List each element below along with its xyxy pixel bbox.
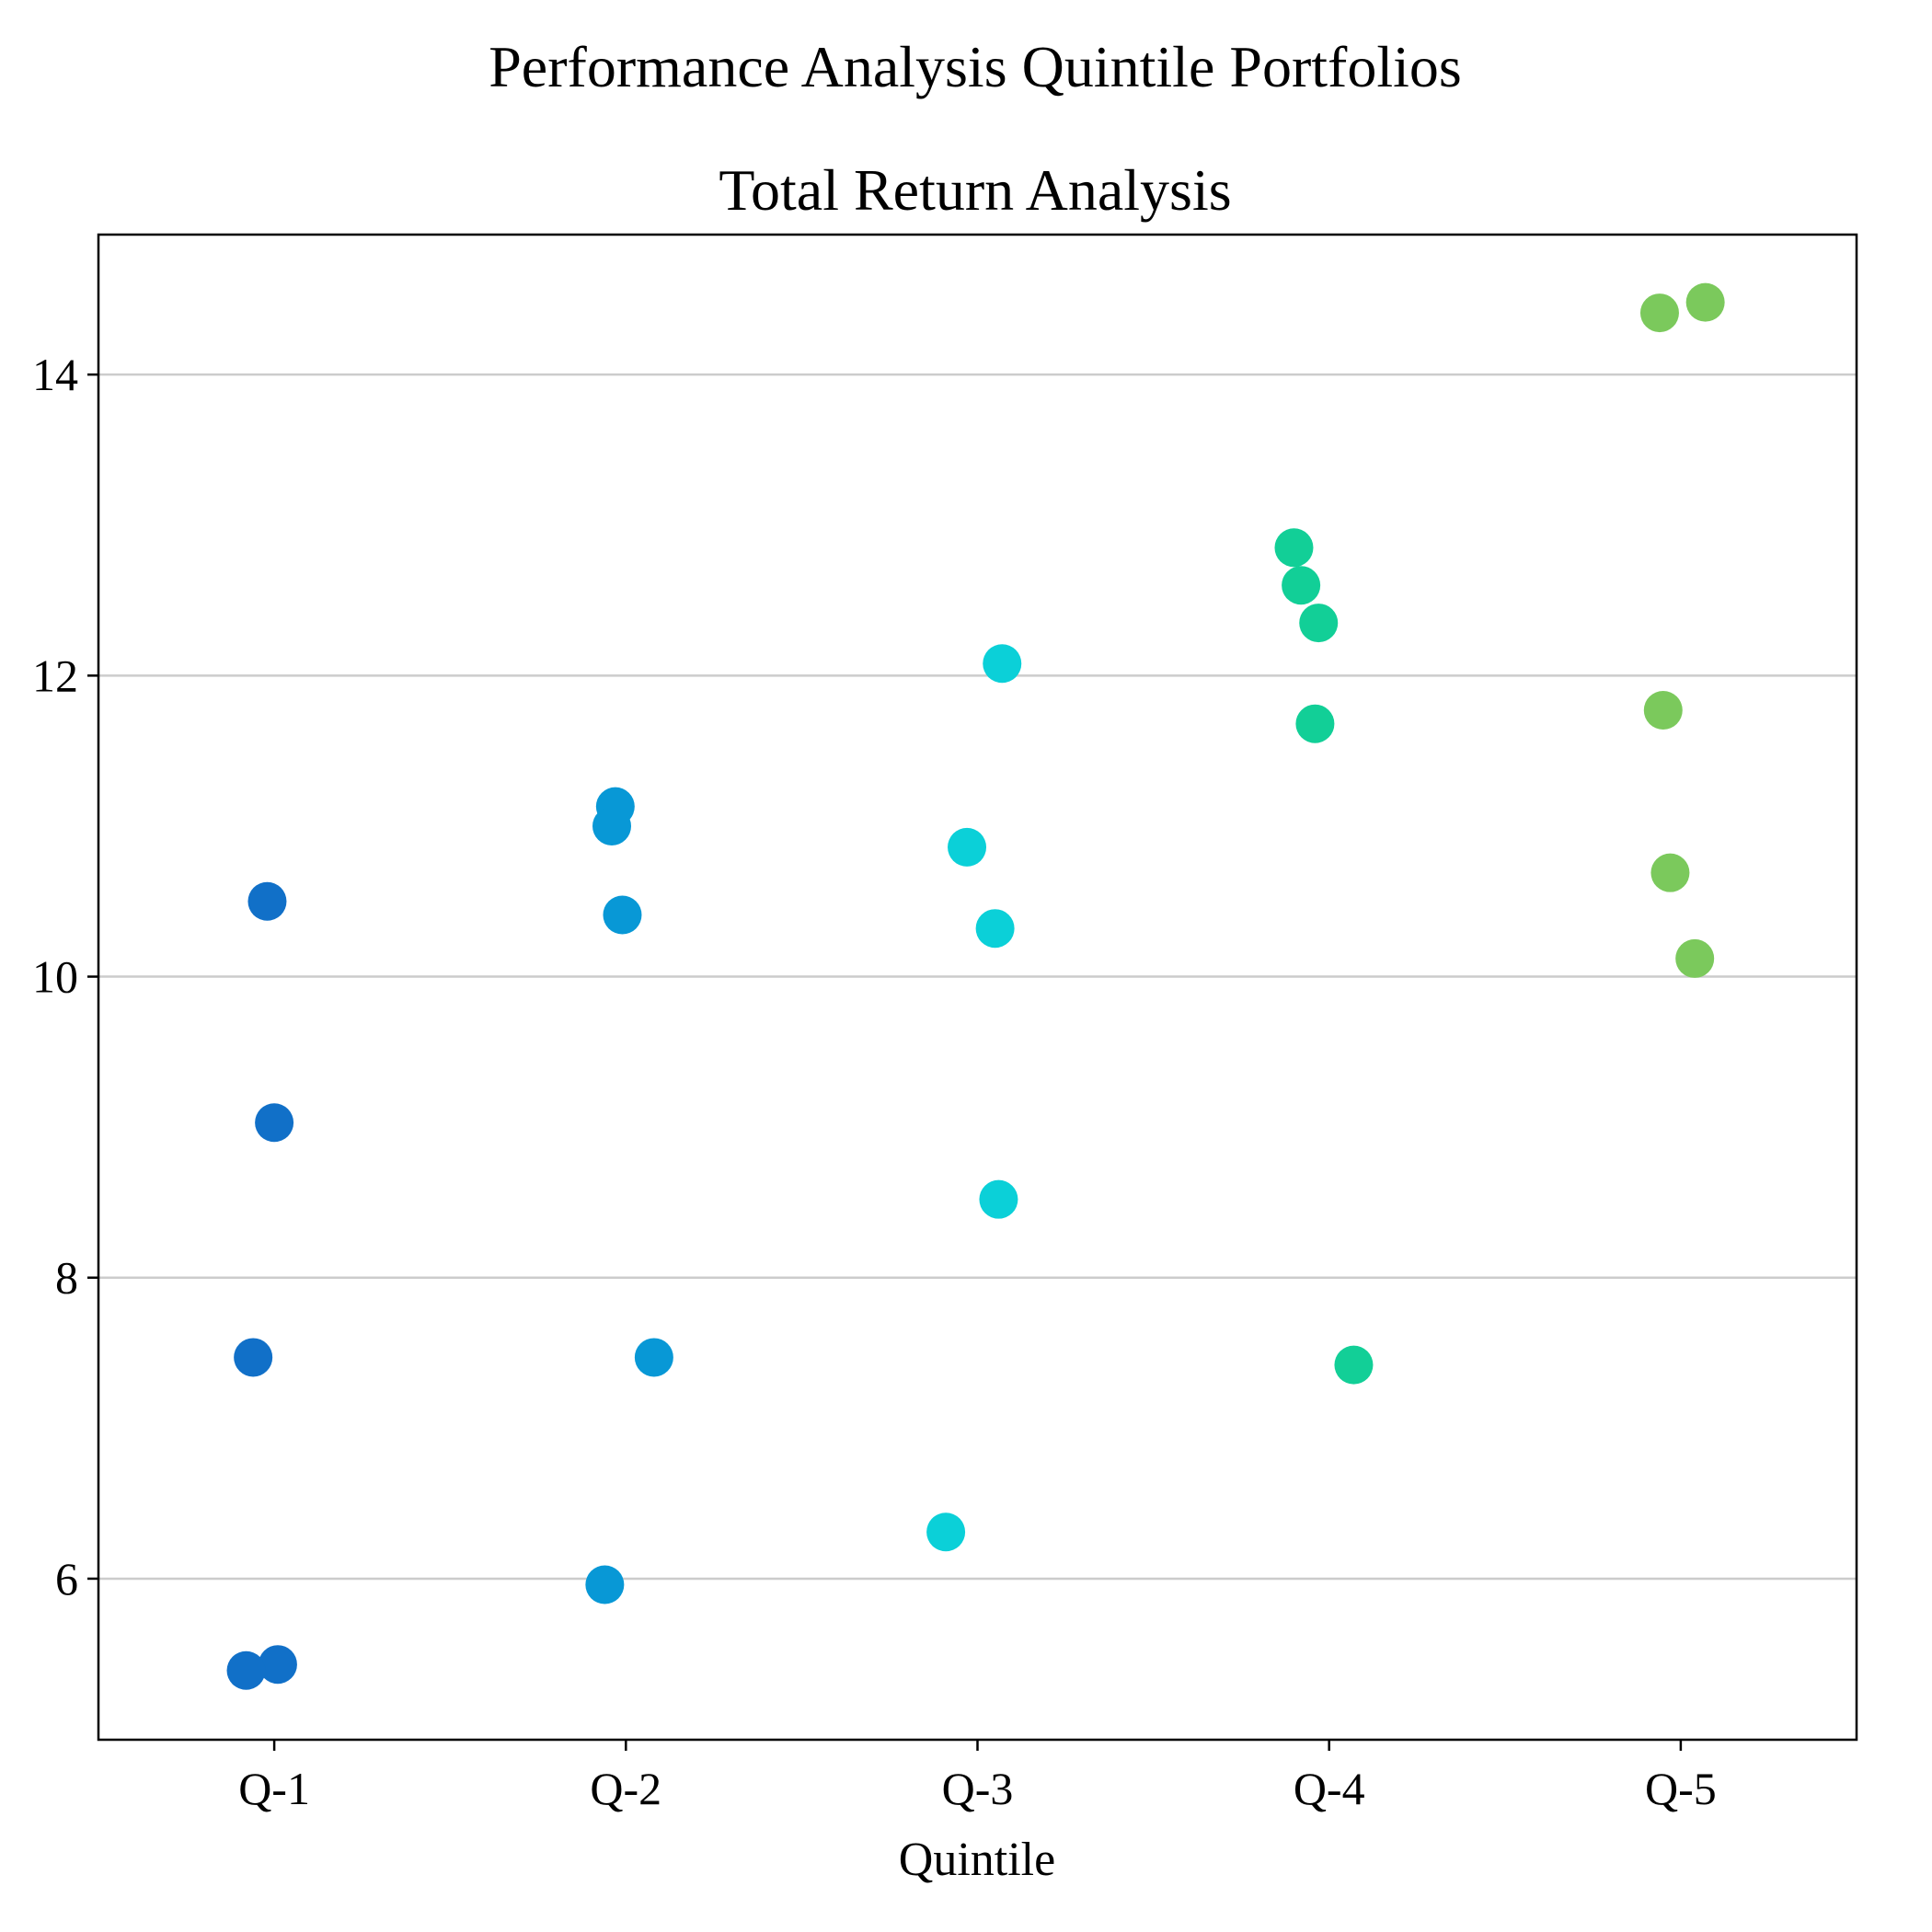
data-point-q-3-2 xyxy=(948,827,987,867)
y-tick-label: 10 xyxy=(32,951,78,1003)
x-tick-label: Q-3 xyxy=(942,1763,1014,1814)
data-point-q-1-5 xyxy=(226,1650,266,1690)
data-points xyxy=(226,282,1725,1690)
data-point-q-5-3 xyxy=(1643,690,1683,730)
data-point-q-3-1 xyxy=(983,644,1022,684)
data-point-q-5-2 xyxy=(1639,293,1679,333)
data-point-q-1-1 xyxy=(247,881,287,921)
y-tick-label: 6 xyxy=(55,1553,78,1604)
data-point-q-1-2 xyxy=(255,1103,294,1143)
x-tick-label: Q-5 xyxy=(1645,1763,1717,1814)
y-tick-label: 14 xyxy=(32,349,78,400)
chart-title: Performance Analysis Quintile Portfolios xyxy=(489,34,1462,99)
data-point-q-5-1 xyxy=(1685,282,1725,322)
x-tick-label: Q-1 xyxy=(238,1763,310,1814)
data-point-q-3-3 xyxy=(975,909,1015,949)
data-point-q-3-4 xyxy=(979,1179,1018,1219)
data-point-q-2-3 xyxy=(603,895,642,935)
chart-subtitle: Total Return Analysis xyxy=(719,157,1231,223)
data-point-q-1-4 xyxy=(258,1645,297,1685)
data-point-q-2-2 xyxy=(592,806,632,845)
y-axis-ticks: 6 8 10 12 14 xyxy=(32,349,98,1604)
data-point-q-4-2 xyxy=(1282,566,1321,605)
x-axis-label: Quintile xyxy=(899,1834,1055,1886)
data-point-q-4-3 xyxy=(1299,604,1339,643)
x-axis-ticks: Q-1 Q-2 Q-3 Q-4 Q-5 xyxy=(238,1740,1717,1814)
data-point-q-4-5 xyxy=(1334,1345,1374,1385)
y-tick-label: 8 xyxy=(55,1252,78,1304)
grid-layer xyxy=(98,373,1857,1581)
x-tick-label: Q-4 xyxy=(1294,1763,1365,1814)
data-point-q-5-5 xyxy=(1675,938,1715,978)
y-tick-label: 12 xyxy=(32,650,78,701)
data-point-q-1-3 xyxy=(234,1338,273,1377)
data-point-q-2-5 xyxy=(585,1565,625,1604)
data-point-q-4-1 xyxy=(1274,528,1314,568)
data-point-q-5-4 xyxy=(1650,853,1690,892)
data-point-q-3-5 xyxy=(926,1512,966,1552)
data-point-q-2-4 xyxy=(634,1338,673,1377)
plot-frame xyxy=(97,233,1858,1742)
x-tick-label: Q-2 xyxy=(590,1763,661,1814)
data-point-q-4-4 xyxy=(1295,704,1335,743)
